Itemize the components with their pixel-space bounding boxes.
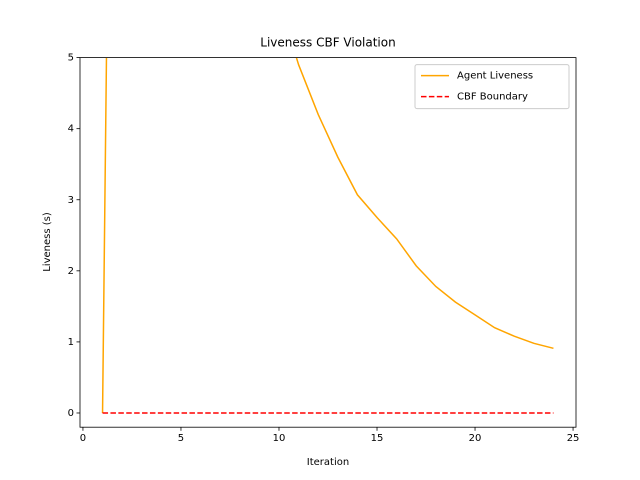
y-tick-label: 4 [68,124,74,135]
y-tick-label: 5 [68,53,74,64]
legend: Agent Liveness CBF Boundary [414,64,570,110]
y-axis-label: Liveness (s) [42,212,53,272]
plot-frame [79,57,577,428]
legend-label: Agent Liveness [457,71,533,82]
series-line [101,57,554,413]
legend-box [414,64,570,110]
axes: 0 5 10 15 20 25 0 1 2 3 4 5 [68,53,580,445]
y-tick-label: 3 [68,195,74,206]
y-tick-label: 2 [68,266,74,277]
y-tick-label: 0 [68,408,74,419]
legend-label: CBF Boundary [457,92,528,103]
x-tick-label: 5 [178,433,184,444]
x-tick-label: 20 [469,433,482,444]
x-tick-label: 0 [80,433,86,444]
chart-title: Liveness CBF Violation [260,36,395,50]
x-axis-label: Iteration [307,457,349,468]
x-tick-label: 25 [567,433,580,444]
x-tick-label: 15 [371,433,384,444]
y-tick-label: 1 [68,337,74,348]
x-tick-label: 10 [273,433,286,444]
plot-area [101,57,554,414]
